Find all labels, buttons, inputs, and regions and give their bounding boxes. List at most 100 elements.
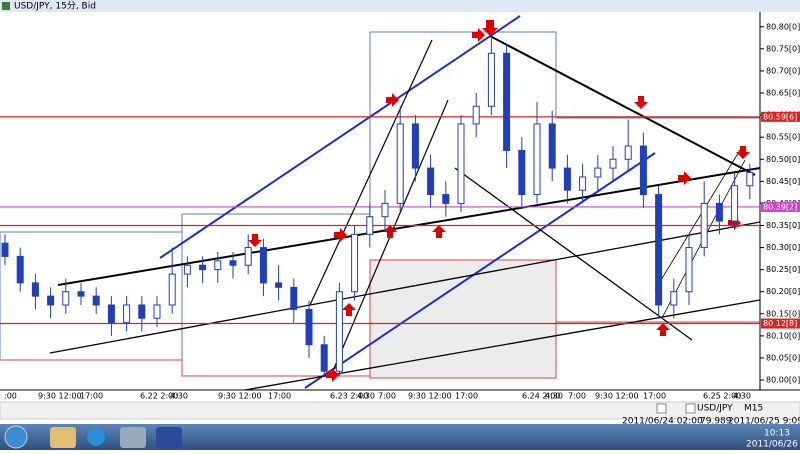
x-tick-label: 4:30 (357, 392, 375, 401)
candle-body (92, 295, 100, 306)
candle-body (290, 286, 298, 310)
start-button[interactable] (4, 425, 28, 449)
candle-body (533, 123, 541, 196)
clock-date[interactable]: 2011/06/26 (746, 440, 798, 450)
candle-body (639, 145, 647, 196)
level-label-box (761, 201, 800, 212)
x-tick-label: 17:00 (455, 392, 478, 401)
candle-body (1, 242, 9, 257)
x-tick-label: 9:30 12:00 (218, 392, 262, 401)
y-tick-label: 80.50[0] (766, 155, 800, 164)
candle-body (320, 344, 328, 372)
level-label-box (761, 318, 800, 329)
y-tick-label: 80.15[0] (766, 309, 800, 318)
candle-body (548, 123, 556, 169)
candle-body (609, 158, 617, 169)
x-tick-label: 4:30 (170, 392, 188, 401)
y-tick-label: 80.20[0] (766, 287, 800, 296)
candle-body (396, 123, 404, 204)
candle-body (624, 145, 632, 160)
y-tick-label: 80.35[0] (766, 221, 800, 230)
level-label: 80.39[2] (763, 202, 797, 211)
candle-body (244, 247, 252, 266)
candle-body (275, 282, 283, 288)
title-bar (0, 0, 800, 12)
taskbar-app[interactable] (156, 427, 182, 448)
candle-body (259, 247, 267, 284)
cursor-time: 2011/06/24 02:00 (622, 417, 703, 427)
candle-body (503, 52, 511, 151)
x-tick-label: :00 (4, 392, 17, 401)
candle-body (518, 149, 526, 196)
level-label: 80.12[8] (763, 319, 797, 328)
candle-body (199, 264, 207, 271)
scroll-button[interactable] (656, 403, 667, 414)
clock-time[interactable]: 10:13 (764, 429, 790, 439)
candle-body (366, 216, 374, 235)
candle-body (183, 264, 191, 275)
candle-body (153, 304, 161, 319)
x-tick-label: 17:00 (268, 392, 291, 401)
y-tick-label: 80.70[0] (766, 66, 800, 75)
candle-body (138, 304, 146, 319)
candle-body (715, 202, 723, 222)
candle-body (351, 233, 359, 293)
candle-body (214, 260, 222, 271)
x-tick-label: 17:00 (80, 392, 103, 401)
y-tick-label: 80.55[0] (766, 133, 800, 142)
candle-body (123, 304, 131, 324)
x-tick-label: 6.22 2:00 (140, 392, 178, 401)
candle-body (442, 194, 450, 204)
app-icon (2, 2, 10, 10)
symbol[interactable]: USD/JPY (697, 404, 733, 414)
y-tick-label: 80.75[0] (766, 44, 800, 53)
y-tick-label: 80.65[0] (766, 89, 800, 98)
level-label-box (761, 111, 800, 122)
candle-body (731, 185, 739, 222)
window-title: USD/JPY, 15分, Bid (14, 1, 96, 12)
taskbar-app[interactable] (50, 427, 76, 448)
timeframe[interactable]: M15 (744, 404, 763, 414)
arrows (248, 20, 750, 382)
x-tick-label: 6.25 2:00 (703, 392, 741, 401)
candle-body (472, 105, 480, 125)
candle-body (457, 123, 465, 204)
server-time: 2011/06/25 9:09:06 (728, 417, 800, 427)
candle-body (47, 295, 55, 306)
candle-body (168, 273, 176, 306)
status-bar (0, 401, 800, 420)
x-tick-label: 9:30 12:00 (595, 392, 639, 401)
x-tick-label: 6.24 2:00 (522, 392, 560, 401)
candle-body (305, 308, 313, 346)
x-tick-label: 7:00 (568, 392, 586, 401)
y-tick-label: 80.25[0] (766, 265, 800, 274)
candle-body (381, 202, 389, 218)
y-tick-label: 80.80[0] (766, 22, 800, 31)
y-tick-label: 80.05[0] (766, 353, 800, 362)
candle-body (746, 172, 754, 187)
candle-body (229, 260, 237, 266)
x-tick-label: 4:30 (733, 392, 751, 401)
x-tick-label: 6.23 2:00 (330, 392, 368, 401)
candle-body (563, 167, 571, 191)
candle-body (685, 247, 693, 293)
candle-body (335, 291, 343, 372)
day-ranges (0, 31, 760, 379)
level-label: 80.59[6] (763, 112, 797, 121)
candle-body (487, 52, 495, 107)
candle-body (594, 167, 602, 178)
taskbar-app[interactable] (120, 427, 146, 448)
x-tick-label: 7:00 (378, 392, 396, 401)
candle-body (670, 291, 678, 306)
candle-body (107, 304, 115, 324)
x-tick-label: 17:00 (643, 392, 666, 401)
candle-body (31, 282, 39, 297)
y-tick-label: 80.45[0] (766, 177, 800, 186)
candle-body (77, 291, 85, 297)
candle-body (427, 167, 435, 196)
y-tick-label: 80.00[0] (766, 376, 800, 385)
scroll-button[interactable] (685, 403, 696, 414)
taskbar-app[interactable] (87, 428, 105, 446)
